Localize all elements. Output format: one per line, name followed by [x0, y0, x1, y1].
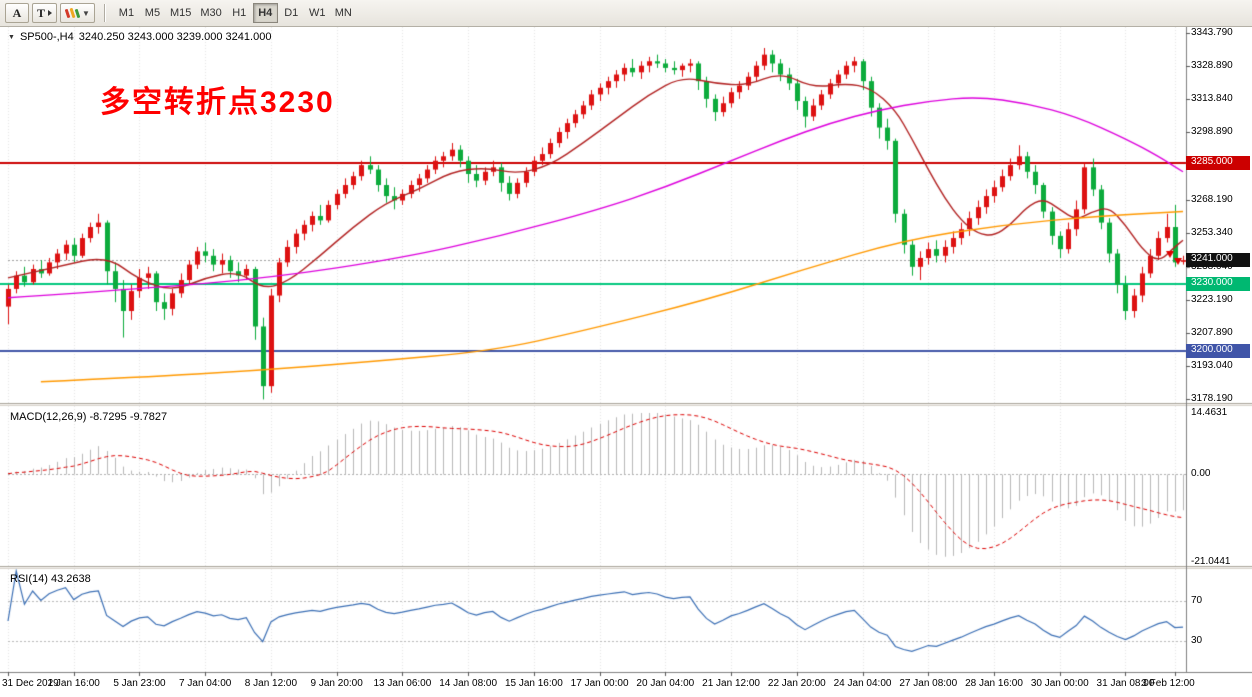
- price-axis-label: 3343.790: [1191, 27, 1233, 38]
- chart-region: ▼ SP500-,H4 3240.250 3243.000 3239.000 3…: [0, 27, 1252, 697]
- price-chart-canvas[interactable]: [0, 27, 1252, 697]
- time-axis-label: 15 Jan 16:00: [504, 678, 563, 689]
- timeframe-button-m15[interactable]: M15: [166, 3, 195, 23]
- price-axis-label: 3268.190: [1191, 194, 1233, 206]
- pencils-icon: [65, 7, 81, 18]
- time-axis-label: 2 Jan 16:00: [47, 678, 100, 689]
- timeframe-button-m30[interactable]: M30: [196, 3, 225, 23]
- time-axis-label: 31 Jan 08:00: [1096, 678, 1155, 689]
- chart-title: ▼ SP500-,H4 3240.250 3243.000 3239.000 3…: [8, 31, 271, 43]
- macd-panel[interactable]: MACD(12,26,9) -8.7295 -9.7827: [0, 406, 1186, 566]
- price-level-badge: 3230.000: [1186, 277, 1250, 292]
- price-level-badge: 3200.000: [1186, 343, 1250, 358]
- time-axis-label: 14 Jan 08:00: [439, 678, 498, 689]
- collapse-triangle-icon[interactable]: ▼: [8, 33, 15, 41]
- timeframe-button-d1[interactable]: D1: [279, 3, 304, 23]
- symbol-period-label: SP500-,H4: [19, 31, 74, 43]
- dropdown-caret-icon: ▼: [82, 8, 90, 18]
- timeframe-button-w1[interactable]: W1: [305, 3, 330, 23]
- price-axis-label: 3313.840: [1191, 93, 1233, 105]
- drawing-tools-button[interactable]: ▼: [60, 3, 95, 23]
- price-level-badge: 3241.000: [1186, 253, 1250, 268]
- time-axis-label: 28 Jan 16:00: [965, 678, 1023, 689]
- rsi-axis-label: 70: [1191, 595, 1203, 606]
- price-axis-label: 3207.890: [1191, 327, 1233, 339]
- price-axis-label: 3193.040: [1191, 360, 1233, 372]
- price-axis-label: 3253.340: [1191, 226, 1233, 238]
- price-axis[interactable]: 3343.7903328.8903313.8403298.8903283.940…: [1186, 27, 1252, 672]
- annotations-button[interactable]: A: [5, 3, 29, 23]
- ohlc-values-label: 3240.250 3243.000 3239.000 3241.000: [78, 31, 272, 43]
- price-axis-label: 3223.190: [1191, 293, 1233, 305]
- time-axis-label: 21 Jan 12:00: [702, 678, 760, 689]
- chart-annotation-text[interactable]: 多空转折点3230: [100, 86, 335, 119]
- timeframe-toolbar: M1 M5 M15 M30 H1 H4 D1 W1 MN: [114, 3, 356, 23]
- timeframe-button-h4[interactable]: H4: [252, 3, 278, 23]
- timeframe-button-m1[interactable]: M1: [114, 3, 139, 23]
- macd-indicator-label: MACD(12,26,9) -8.7295 -9.7827: [10, 411, 168, 423]
- time-axis-label: 9 Jan 20:00: [310, 678, 363, 689]
- time-axis-label: 22 Jan 20:00: [767, 678, 826, 689]
- time-axis-label: 20 Jan 04:00: [636, 678, 695, 689]
- time-axis-label: 3 Feb 12:00: [1141, 678, 1195, 689]
- time-axis-label: 5 Jan 23:00: [113, 678, 166, 689]
- toolbar-separator: [103, 4, 105, 22]
- price-axis-label: 3178.190: [1191, 393, 1233, 404]
- cursor-icon: [48, 10, 53, 16]
- top-toolbar: A T ▼ M1 M5 M15 M30 H1 H4 D1 W1 MN: [0, 0, 1252, 27]
- macd-axis-label: -21.0441: [1191, 556, 1231, 567]
- rsi-axis-label: 30: [1191, 635, 1203, 646]
- timeframe-button-mn[interactable]: MN: [331, 3, 356, 23]
- time-axis-label: 17 Jan 00:00: [570, 678, 629, 689]
- time-axis-label: 27 Jan 08:00: [899, 678, 958, 689]
- time-axis-label: 24 Jan 04:00: [833, 678, 892, 689]
- macd-axis-label: 0.00: [1191, 467, 1211, 479]
- time-axis-label: 30 Jan 00:00: [1030, 678, 1089, 689]
- price-level-badge: 3285.000: [1186, 155, 1250, 170]
- time-axis-label: 7 Jan 04:00: [179, 678, 232, 689]
- price-axis-label: 3328.890: [1191, 59, 1233, 71]
- rsi-indicator-label: RSI(14) 43.2638: [10, 573, 91, 585]
- time-axis-label: 8 Jan 12:00: [244, 678, 298, 689]
- timeframe-button-m5[interactable]: M5: [140, 3, 165, 23]
- time-axis-label: 31 Dec 2019: [2, 678, 59, 689]
- price-axis-label: 3298.890: [1191, 126, 1233, 138]
- time-axis-label: 13 Jan 06:00: [373, 678, 432, 689]
- macd-axis-label: 14.4631: [1191, 407, 1228, 418]
- time-axis[interactable]: 31 Dec 2019 2 Jan 16:00 5 Jan 23:00 7 Jan 0…: [0, 672, 1252, 697]
- text-tool-button[interactable]: T: [32, 3, 58, 23]
- rsi-panel[interactable]: RSI(14) 43.2638: [0, 569, 1186, 672]
- text-tool-label: T: [37, 5, 46, 20]
- timeframe-button-h1[interactable]: H1: [227, 3, 252, 23]
- main-chart-panel[interactable]: ▼ SP500-,H4 3240.250 3243.000 3239.000 3…: [0, 27, 1186, 403]
